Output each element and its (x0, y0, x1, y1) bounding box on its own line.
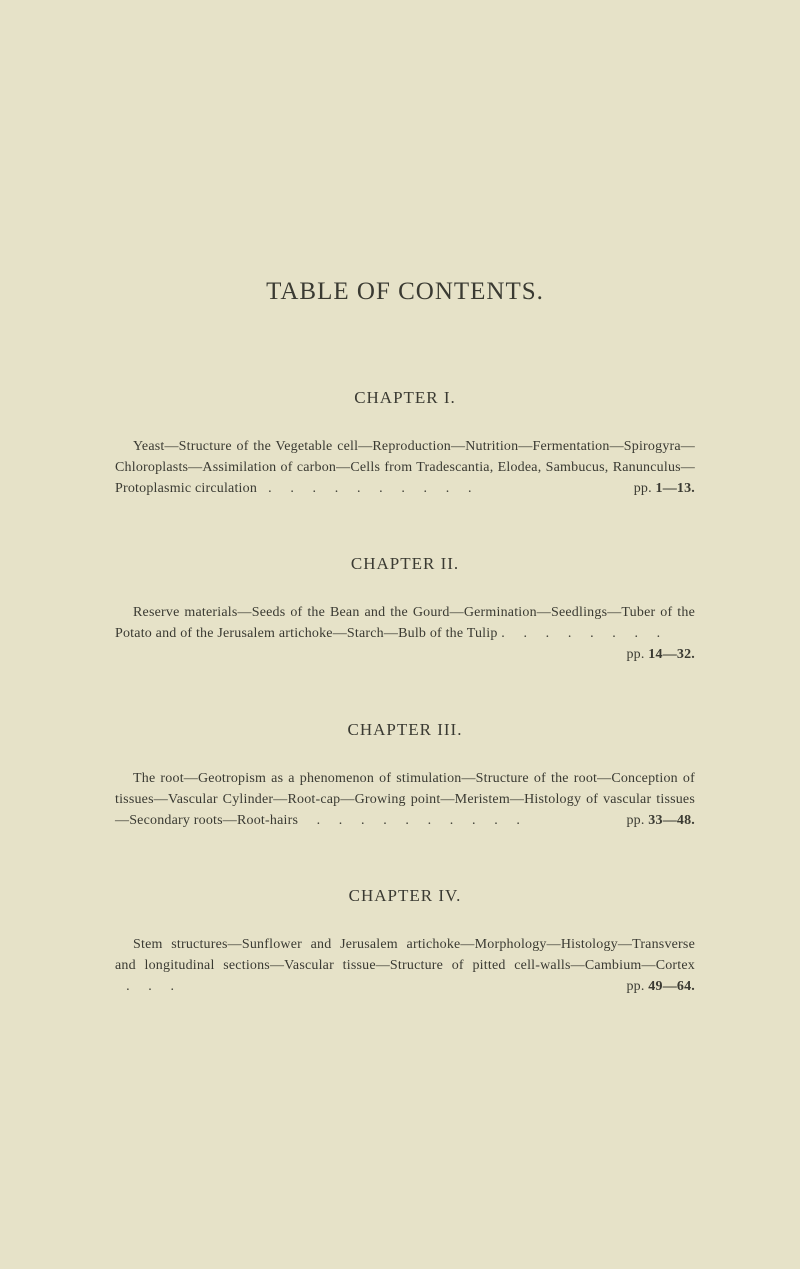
chapter-1-heading: CHAPTER I. (115, 306, 695, 408)
pp-range: 1—13. (656, 481, 696, 496)
pp-label: pp. (626, 979, 648, 994)
chapter-3-body: The root—Geotropism as a phenomenon of s… (115, 768, 695, 831)
pp-label: pp. (634, 481, 656, 496)
chapter-3-pp: pp. 33—48. (608, 810, 695, 831)
chapter-3-heading: CHAPTER III. (115, 665, 695, 740)
chapter-4-body: Stem structures—Sunflower and Jerusalem … (115, 934, 695, 997)
chapter-1-dots: . . . . . . . . . . (257, 481, 472, 496)
page-container: TABLE OF CONTENTS. CHAPTER I. Yeast—Stru… (0, 0, 800, 1269)
chapter-4-dots: . . . (115, 979, 174, 994)
pp-range: 33—48. (648, 813, 695, 828)
pp-range: 49—64. (648, 979, 695, 994)
chapter-4-pp: pp. 49—64. (608, 976, 695, 997)
pp-range: 14—32. (648, 647, 695, 662)
chapter-4-text: Stem structures—Sunflower and Jerusalem … (115, 937, 695, 973)
chapter-2-body: Reserve materials—Seeds of the Bean and … (115, 602, 695, 665)
chapter-4-heading: CHAPTER IV. (115, 831, 695, 906)
pp-label: pp. (626, 647, 648, 662)
chapter-3-dots: . . . . . . . . . . (298, 813, 520, 828)
page-title: TABLE OF CONTENTS. (115, 0, 695, 306)
pp-label: pp. (626, 813, 648, 828)
chapter-2-pp: pp. 14—32. (608, 644, 695, 665)
chapter-2-heading: CHAPTER II. (115, 499, 695, 574)
chapter-1-body: Yeast—Structure of the Vegetable cell—Re… (115, 436, 695, 499)
chapter-2-dots: . . . . . . . (505, 626, 660, 641)
chapter-1-pp: pp. 1—13. (616, 478, 695, 499)
